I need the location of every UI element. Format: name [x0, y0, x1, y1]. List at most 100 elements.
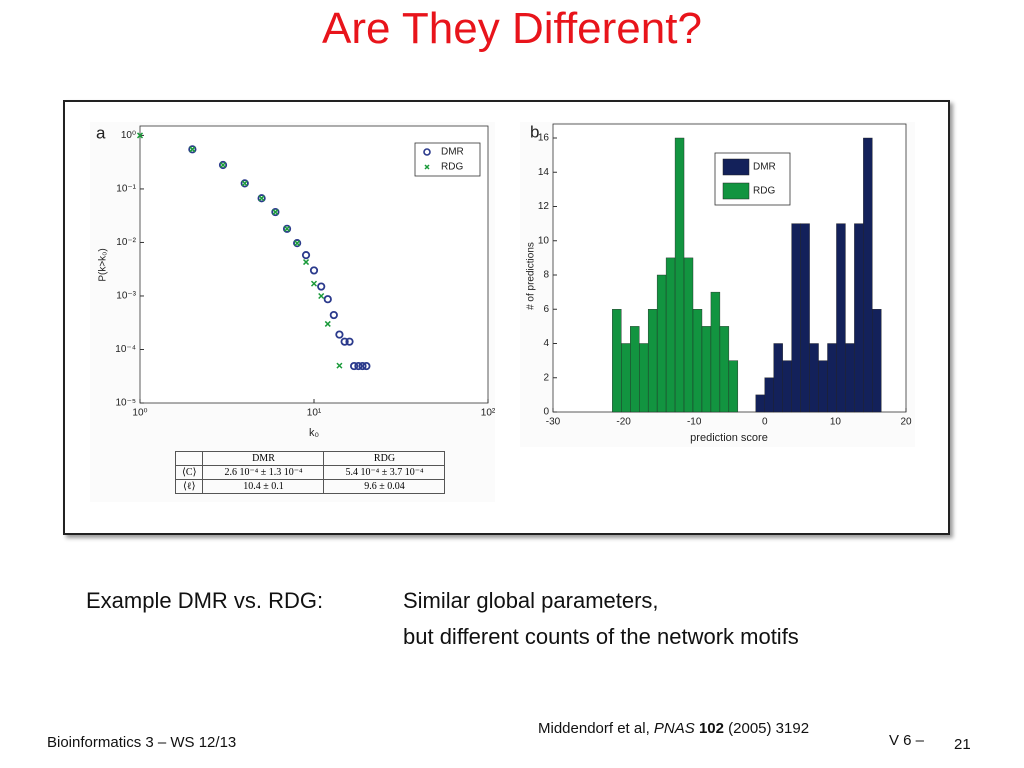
table-cell: 5.4 10⁻⁴ ± 3.7 10⁻⁴ [323, 465, 446, 480]
point [257, 194, 266, 203]
bar [827, 343, 837, 413]
citation: Middendorf et al, PNAS 102 (2005) 3192 [538, 720, 809, 737]
y-tick-label: 10⁻⁵ [115, 398, 136, 409]
table-cell: 9.6 ± 0.04 [323, 479, 446, 494]
bar [621, 343, 631, 413]
legend-swatch [423, 148, 431, 156]
bar [755, 394, 765, 413]
legend-swatch [424, 164, 430, 170]
bar [863, 137, 873, 413]
y-tick-label: 6 [543, 304, 549, 315]
y-tick-label: 2 [543, 372, 549, 383]
caption-lead: Example DMR vs. RDG: [86, 588, 324, 613]
x-tick-label: -20 [616, 417, 631, 428]
point [282, 224, 292, 233]
y-axis-label: # of predictions [526, 242, 537, 310]
x-tick-label: -30 [546, 417, 561, 428]
bar [719, 326, 730, 413]
y-tick-label: 16 [538, 133, 550, 144]
panel-label: b [530, 122, 539, 141]
figure-frame [63, 100, 950, 535]
y-tick-label: 10⁰ [121, 130, 136, 141]
legend-label: DMR [753, 162, 776, 173]
citation-volume: 102 [698, 720, 724, 737]
y-tick-label: 8 [543, 270, 549, 281]
x-tick-label: 10¹ [307, 408, 322, 419]
bar [800, 223, 810, 413]
bar [630, 326, 640, 413]
x-tick-label: 20 [900, 417, 912, 428]
panel-label: a [96, 123, 106, 142]
point [336, 362, 343, 369]
point [218, 160, 228, 170]
y-tick-label: 10⁻² [116, 237, 136, 248]
point [294, 240, 301, 247]
bar [710, 291, 721, 413]
point [303, 259, 310, 266]
x-tick-label: 0 [762, 417, 768, 428]
point [358, 361, 367, 371]
caption-line: Similar global parameters, [403, 588, 659, 613]
point [272, 209, 279, 216]
bar [701, 326, 712, 413]
bar [656, 274, 667, 413]
x-tick-label: 10 [830, 417, 842, 428]
point [258, 195, 265, 202]
citation-rest: (2005) 3192 [728, 720, 810, 737]
bar [791, 223, 801, 413]
bar [845, 343, 855, 413]
table-header: DMR RDG [174, 451, 446, 466]
point [329, 310, 338, 320]
x-tick-label: -10 [687, 417, 702, 428]
table-cell: ⟨C⟩ [174, 465, 204, 480]
y-tick-label: 0 [543, 407, 549, 418]
legend-label: RDG [441, 162, 463, 173]
point [301, 251, 311, 260]
table-head: DMR [202, 451, 325, 466]
table-head: RDG [323, 451, 446, 466]
y-tick-label: 12 [538, 201, 550, 212]
x-tick-label: 10⁰ [132, 408, 147, 419]
table-corner [174, 451, 204, 466]
x-axis-label: k₀ [309, 427, 319, 439]
bar [836, 223, 846, 413]
bar [674, 137, 685, 413]
point [189, 146, 196, 153]
bar [665, 257, 676, 413]
y-tick-label: 10⁻³ [116, 291, 136, 302]
point [362, 361, 371, 371]
point [318, 292, 325, 299]
point [136, 132, 144, 139]
caption-line: but different counts of the network moti… [403, 624, 799, 649]
y-tick-label: 10⁻¹ [116, 184, 136, 195]
bar [692, 309, 703, 413]
legend-swatch [722, 182, 750, 200]
point [309, 266, 319, 275]
bar [764, 377, 774, 413]
point [271, 207, 280, 217]
point [284, 225, 291, 232]
point [240, 179, 249, 188]
bar [818, 360, 828, 413]
point [349, 361, 359, 371]
point [293, 239, 302, 248]
y-tick-label: 10⁻⁴ [115, 344, 136, 355]
point [188, 145, 197, 154]
y-tick-label: 14 [538, 167, 550, 178]
footer-course: Bioinformatics 3 – WS 12/13 [47, 734, 237, 751]
legend-label: DMR [441, 147, 464, 158]
table-wrap: DMR RDG ⟨C⟩ 2.6 10⁻⁴ ± 1.3 10⁻⁴ 5.4 10⁻⁴… [174, 451, 446, 494]
bar [782, 360, 792, 413]
bar [639, 343, 649, 413]
legend-swatch [722, 158, 750, 176]
citation-journal: PNAS [653, 720, 695, 737]
x-axis-label: prediction score [690, 432, 768, 444]
table-row: ⟨ℓ⟩ 10.4 ± 0.1 9.6 ± 0.04 [174, 479, 446, 494]
bar [647, 309, 658, 413]
bar [612, 309, 622, 413]
point [335, 330, 344, 339]
point [345, 337, 354, 346]
y-tick-label: 10 [538, 235, 550, 246]
